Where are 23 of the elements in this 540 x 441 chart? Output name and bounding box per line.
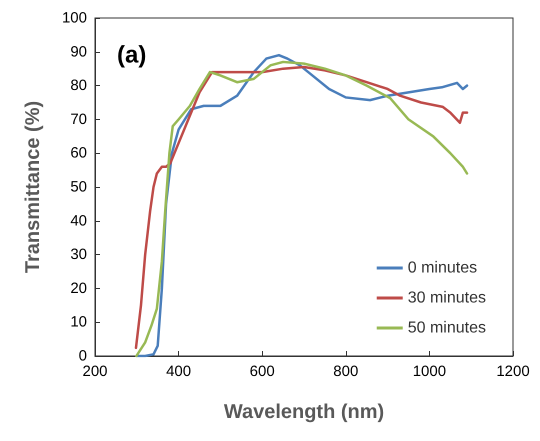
legend-label: 30 minutes — [408, 290, 486, 306]
annotation: (a) — [117, 42, 146, 68]
y-tick-label: 50 — [70, 178, 87, 196]
y-tick-label: 0 — [78, 348, 87, 364]
x-tick-label: 800 — [333, 363, 358, 380]
x-axis-title: Wavelength (nm) — [224, 401, 384, 423]
x-tick-label: 1200 — [496, 363, 530, 380]
y-tick-label: 100 — [62, 10, 87, 26]
y-tick-label: 30 — [70, 246, 87, 264]
legend-label: 50 minutes — [408, 320, 486, 336]
legend-label: 0 minutes — [408, 260, 478, 276]
y-tick-label: 70 — [70, 110, 87, 128]
y-tick-label: 80 — [70, 77, 87, 94]
y-axis-title: Transmittance (%) — [22, 100, 44, 274]
x-tick-label: 1000 — [412, 363, 446, 380]
x-tick-label: 400 — [166, 363, 192, 380]
y-tick-label: 90 — [70, 43, 87, 60]
y-tick-label: 40 — [70, 212, 87, 230]
x-tick-label: 200 — [82, 363, 108, 380]
y-tick-label: 10 — [70, 314, 87, 331]
y-tick-label: 60 — [70, 144, 87, 162]
x-tick-label: 600 — [250, 363, 275, 380]
y-tick-label: 20 — [70, 280, 87, 297]
